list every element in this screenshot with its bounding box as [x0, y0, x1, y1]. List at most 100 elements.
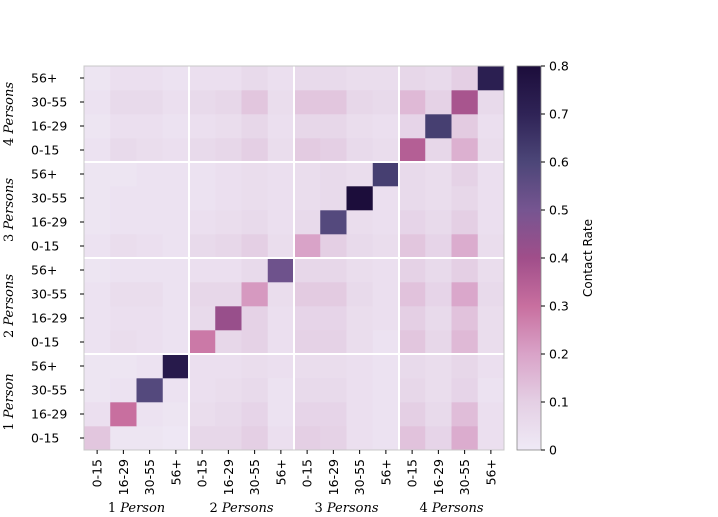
- heatmap-cell: [372, 378, 400, 403]
- heatmap-cell: [294, 378, 321, 403]
- heatmap-cell: [451, 66, 479, 91]
- heatmap-cell: [110, 210, 137, 235]
- heatmap-cell: [399, 282, 426, 307]
- heatmap-cell: [189, 162, 216, 187]
- heatmap-cell: [189, 306, 216, 331]
- colorbar-tick-label: 0.5: [549, 203, 569, 218]
- heatmap-cell: [162, 186, 190, 211]
- heatmap-cell: [136, 426, 164, 451]
- heatmap-cell: [162, 378, 190, 403]
- x-tick-label: 0-15: [405, 459, 420, 487]
- heatmap-cell: [267, 162, 295, 187]
- heatmap-cell: [136, 282, 164, 307]
- heatmap-cell: [84, 90, 111, 115]
- group-word: Persons: [221, 501, 274, 516]
- x-tick-label: 16-29: [221, 459, 236, 495]
- heatmap-cell: [162, 66, 190, 91]
- heatmap-cell: [320, 66, 347, 91]
- x-tick-label: 56+: [483, 459, 498, 485]
- heatmap-cell: [189, 66, 216, 91]
- heatmap-cell: [294, 330, 321, 355]
- heatmap-cell: [267, 234, 295, 259]
- colorbar-tick-label: 0.2: [549, 347, 569, 362]
- y-tick-label: 56+: [31, 167, 57, 182]
- heatmap-cell: [399, 210, 426, 235]
- group-word: Persons: [431, 501, 484, 516]
- heatmap-cell: [267, 306, 295, 331]
- x-tick-labels: 0-15 16-29 30-55 56+ 0-15 16-29 30-55 56+ 0-15 16…: [90, 450, 498, 495]
- heatmap-cell: [346, 282, 374, 307]
- heatmap-cell: [294, 138, 321, 163]
- x-tick-label: 16-29: [326, 459, 341, 495]
- y-tick-label: 56+: [31, 71, 57, 86]
- heatmap-cell: [110, 402, 137, 427]
- heatmap-cell: [477, 114, 505, 139]
- heatmap-cell: [162, 330, 190, 355]
- heatmap-cell: [215, 162, 242, 187]
- heatmap-cell: [110, 426, 137, 451]
- heatmap-cell: [425, 210, 452, 235]
- heatmap-cell: [136, 354, 164, 379]
- heatmap-cell: [189, 282, 216, 307]
- heatmap-cell: [136, 186, 164, 211]
- heatmap-cell: [477, 162, 505, 187]
- heatmap-cell: [136, 138, 164, 163]
- heatmap-cell: [162, 402, 190, 427]
- heatmap-cell: [372, 162, 400, 187]
- heatmap-cell: [110, 66, 137, 91]
- x-tick-label: 30-55: [142, 459, 157, 495]
- heatmap-cell: [425, 234, 452, 259]
- heatmap-cell: [267, 330, 295, 355]
- heatmap-cell: [346, 258, 374, 283]
- heatmap-cell: [372, 330, 400, 355]
- heatmap-cell: [477, 66, 505, 91]
- heatmap-cell: [372, 306, 400, 331]
- heatmap-cell: [425, 330, 452, 355]
- plot-frame: [83, 65, 505, 451]
- heatmap-cell: [215, 354, 242, 379]
- heatmap-cell: [267, 90, 295, 115]
- x-group-label: 4 Persons: [419, 501, 483, 516]
- x-tick-label: 56+: [378, 459, 393, 485]
- x-tick-label: 30-55: [352, 459, 367, 495]
- heatmap-cell: [84, 282, 111, 307]
- heatmap-cell: [162, 306, 190, 331]
- heatmap-cell: [241, 90, 269, 115]
- heatmap-cell: [110, 114, 137, 139]
- heatmap-cell: [294, 66, 321, 91]
- heatmap-cell: [241, 210, 269, 235]
- heatmap-cell: [110, 186, 137, 211]
- heatmap-cell: [84, 354, 111, 379]
- heatmap-cell: [241, 162, 269, 187]
- heatmap-cell: [372, 402, 400, 427]
- heatmap-cell: [425, 66, 452, 91]
- group-number: 1: [2, 418, 17, 430]
- heatmap-cell: [294, 426, 321, 451]
- heatmap-cell: [425, 306, 452, 331]
- y-tick-label: 30-55: [31, 383, 67, 398]
- heatmap-cell: [215, 402, 242, 427]
- heatmap-cell: [241, 258, 269, 283]
- heatmap-cell: [162, 90, 190, 115]
- heatmap-cell: [215, 114, 242, 139]
- heatmap-cell: [84, 330, 111, 355]
- heatmap-cell: [399, 258, 426, 283]
- heatmap-cell: [215, 282, 242, 307]
- y-tick-label: 0-15: [31, 239, 59, 254]
- heatmap-cell: [320, 378, 347, 403]
- x-tick-label: 16-29: [431, 459, 446, 495]
- heatmap-cell: [241, 282, 269, 307]
- heatmap-cell: [110, 258, 137, 283]
- heatmap-cell: [110, 306, 137, 331]
- group-word: Person: [2, 373, 17, 419]
- y-group-label: 3 Persons: [2, 178, 17, 242]
- heatmap-cell: [189, 186, 216, 211]
- heatmap-cell: [346, 66, 374, 91]
- heatmap-cell: [451, 402, 479, 427]
- heatmap-cell: [372, 90, 400, 115]
- heatmap-cell: [215, 258, 242, 283]
- heatmap-cell: [320, 258, 347, 283]
- group-number: 2: [209, 501, 221, 516]
- heatmap-cell: [451, 210, 479, 235]
- colorbar-tick-label: 0.6: [549, 155, 569, 170]
